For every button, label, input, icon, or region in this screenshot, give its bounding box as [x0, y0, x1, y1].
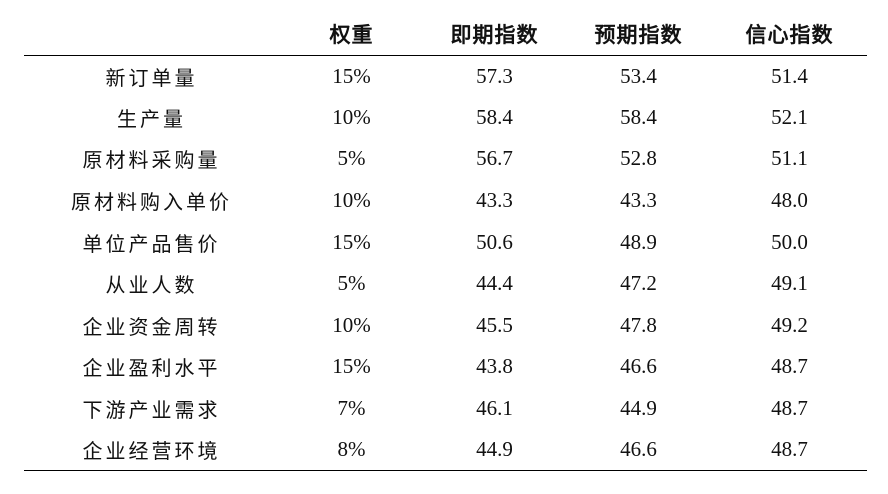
- table-row: 单位产品售价 15% 50.6 48.9 50.0: [24, 221, 867, 263]
- row-weight-cell: 10%: [332, 188, 371, 213]
- index-weight-table: 权重 即期指数 预期指数 信心指数 新订单量 15% 57.3 53.4 51.4 生产量…: [24, 13, 867, 472]
- table-row: 新订单量 15% 57.3 53.4 51.4: [24, 55, 867, 97]
- row-current-index-cell: 50.6: [476, 229, 513, 254]
- row-weight-cell: 15%: [332, 63, 371, 88]
- row-name-cell: 企业资金周转: [82, 314, 221, 339]
- table-body: 新订单量 15% 57.3 53.4 51.4 生产量 10% 58.4 58.4 52.1 原材料…: [24, 55, 867, 472]
- row-expected-index-cell: 46.6: [620, 354, 657, 379]
- row-current-index-cell: 44.9: [424, 429, 565, 472]
- row-expected-index-cell: 44.9: [620, 396, 657, 421]
- table-row: 原材料购入单价 10% 43.3 43.3 48.0: [24, 180, 867, 222]
- row-expected-index-cell: 46.6: [565, 429, 712, 472]
- row-name-cell: 单位产品售价: [82, 231, 221, 256]
- row-weight-cell: 5%: [337, 146, 366, 171]
- row-name-cell: 下游产业需求: [82, 398, 221, 423]
- table-row: 企业资金周转 10% 45.5 47.8 49.2: [24, 305, 867, 347]
- row-name-cell: 原材料购入单价: [71, 190, 232, 215]
- row-current-index-cell: 44.4: [476, 271, 513, 296]
- row-expected-index-cell: 47.8: [620, 312, 657, 337]
- row-confidence-index-cell: 51.4: [771, 63, 808, 88]
- header-row: 权重 即期指数 预期指数 信心指数: [24, 13, 867, 56]
- row-current-index-cell: 43.8: [476, 354, 513, 379]
- row-weight-cell: 8%: [279, 429, 424, 472]
- row-confidence-index-cell: 49.2: [771, 312, 808, 337]
- header-item: [24, 13, 279, 56]
- row-weight-cell: 10%: [332, 104, 371, 129]
- row-confidence-index-cell: 48.7: [771, 396, 808, 421]
- table-row: 下游产业需求 7% 46.1 44.9 48.7: [24, 388, 867, 430]
- row-name-cell: 原材料采购量: [82, 148, 221, 173]
- row-confidence-index-cell: 48.7: [712, 429, 867, 472]
- table-row: 生产量 10% 58.4 58.4 52.1: [24, 97, 867, 139]
- table-header: 权重 即期指数 预期指数 信心指数: [24, 13, 867, 56]
- table-row: 企业经营环境 8% 44.9 46.6 48.7: [24, 429, 867, 472]
- header-current-index: 即期指数: [424, 13, 565, 56]
- row-confidence-index-cell: 52.1: [771, 104, 808, 129]
- header-weight: 权重: [279, 13, 424, 56]
- row-current-index-cell: 58.4: [476, 104, 513, 129]
- row-current-index-cell: 45.5: [476, 312, 513, 337]
- row-weight-cell: 15%: [332, 229, 371, 254]
- row-weight-cell: 10%: [332, 312, 371, 337]
- row-expected-index-cell: 52.8: [620, 146, 657, 171]
- row-confidence-index-cell: 49.1: [771, 271, 808, 296]
- row-confidence-index-cell: 51.1: [771, 146, 808, 171]
- row-current-index-cell: 43.3: [476, 188, 513, 213]
- row-confidence-index-cell: 50.0: [771, 229, 808, 254]
- row-expected-index-cell: 48.9: [620, 229, 657, 254]
- row-expected-index-cell: 58.4: [620, 104, 657, 129]
- row-current-index-cell: 46.1: [476, 396, 513, 421]
- row-weight-cell: 15%: [332, 354, 371, 379]
- row-current-index-cell: 57.3: [476, 63, 513, 88]
- row-name-cell: 企业经营环境: [24, 429, 279, 472]
- table-row: 企业盈利水平 15% 43.8 46.6 48.7: [24, 346, 867, 388]
- row-name-cell: 新订单量: [105, 65, 198, 90]
- header-expected-index: 预期指数: [565, 13, 712, 56]
- table-row: 原材料采购量 5% 56.7 52.8 51.1: [24, 138, 867, 180]
- index-table-container: 权重 即期指数 预期指数 信心指数 新订单量 15% 57.3 53.4 51.4 生产量…: [24, 13, 867, 472]
- row-name-cell: 从业人数: [105, 273, 198, 298]
- row-name-cell: 企业盈利水平: [82, 356, 221, 381]
- row-confidence-index-cell: 48.7: [771, 354, 808, 379]
- row-current-index-cell: 56.7: [476, 146, 513, 171]
- row-weight-cell: 5%: [337, 271, 366, 296]
- table-row: 从业人数 5% 44.4 47.2 49.1: [24, 263, 867, 305]
- row-expected-index-cell: 53.4: [620, 63, 657, 88]
- row-expected-index-cell: 47.2: [620, 271, 657, 296]
- row-confidence-index-cell: 48.0: [771, 188, 808, 213]
- row-weight-cell: 7%: [337, 396, 366, 421]
- row-expected-index-cell: 43.3: [620, 188, 657, 213]
- header-confidence-index: 信心指数: [712, 13, 867, 56]
- row-name-cell: 生产量: [117, 106, 186, 131]
